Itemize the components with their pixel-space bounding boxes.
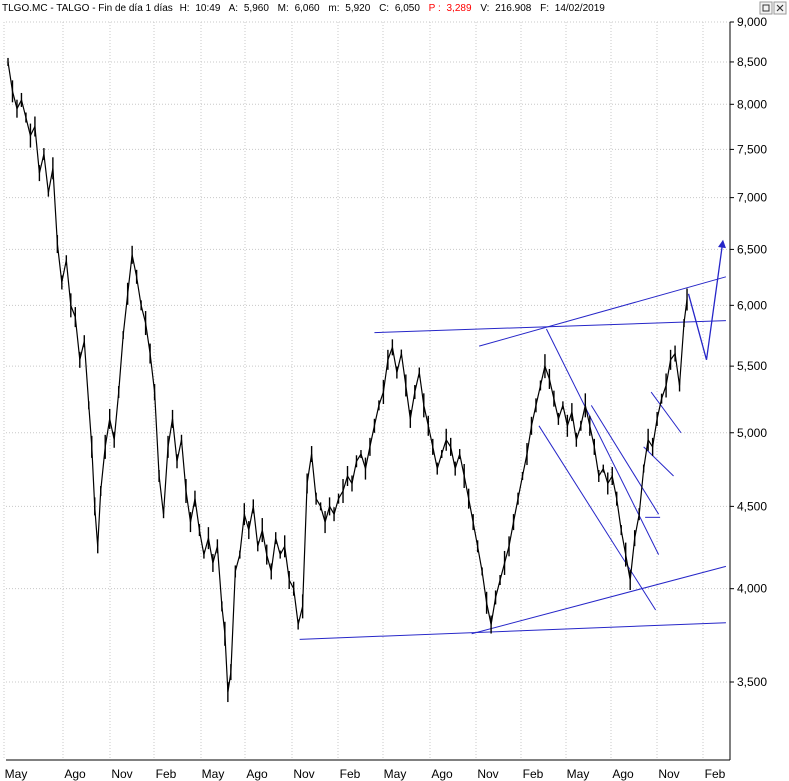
x-tick-label: Nov	[658, 767, 679, 781]
header-symbol: TLGO.MC - TALGO - Fin de día 1 días	[2, 3, 173, 14]
header-p-value: 3,289	[447, 3, 472, 14]
header-a-label: A:	[229, 3, 238, 14]
header-v-value: 216.908	[495, 3, 532, 14]
maximize-icon	[762, 4, 770, 12]
y-tick-label: 5,500	[737, 359, 767, 373]
x-tick-label: Ago	[64, 767, 86, 781]
x-tick-label: May	[384, 767, 407, 781]
header-p-label: P :	[429, 3, 441, 14]
y-tick-label: 8,000	[737, 97, 767, 111]
y-tick-label: 5,000	[737, 426, 767, 440]
projection-path	[687, 240, 724, 360]
header-h-value: 10:49	[195, 3, 220, 14]
header-c-value: 6,050	[395, 3, 420, 14]
x-tick-label: Feb	[156, 767, 177, 781]
y-tick-label: 6,500	[737, 242, 767, 256]
x-tick-label: Nov	[293, 767, 314, 781]
y-tick-label: 9,000	[737, 15, 767, 29]
y-tick-label: 7,500	[737, 142, 767, 156]
trendline	[650, 391, 682, 434]
x-tick-label: May	[202, 767, 225, 781]
y-tick-label: 8,500	[737, 55, 767, 69]
trendline	[590, 405, 660, 515]
x-tick-label: Feb	[340, 767, 361, 781]
y-tick-label: 3,500	[737, 675, 767, 689]
header-min-label: m:	[328, 3, 339, 14]
header-v-label: V:	[480, 3, 489, 14]
x-axis: May Ago Nov Feb May Ago Nov Feb May Ago Nov Feb May A…	[5, 759, 730, 781]
trendline	[471, 565, 727, 635]
x-tick-label: May	[567, 767, 590, 781]
x-tick-label: Nov	[111, 767, 132, 781]
header-m-value: 6,060	[295, 3, 320, 14]
y-tick-label: 4,500	[737, 499, 767, 513]
x-tick-label: Ago	[612, 767, 634, 781]
y-tick-label: 6,000	[737, 298, 767, 312]
y-tick-label: 7,000	[737, 191, 767, 205]
close-button[interactable]	[773, 1, 787, 15]
arrow-head-icon	[718, 239, 726, 249]
trendline	[538, 425, 657, 611]
grid	[3, 21, 730, 760]
x-tick-label: May	[5, 767, 28, 781]
header-a-value: 5,960	[244, 3, 269, 14]
maximize-button[interactable]	[759, 1, 773, 15]
x-tick-label: Feb	[523, 767, 544, 781]
header-min-value: 5,920	[345, 3, 370, 14]
trendline	[299, 622, 726, 640]
price-series	[7, 57, 688, 703]
x-tick-label: Nov	[477, 767, 498, 781]
y-tick-label: 4,000	[737, 582, 767, 596]
x-tick-label: Ago	[246, 767, 268, 781]
header-f-label: F:	[540, 3, 549, 14]
trendline	[545, 328, 660, 555]
close-icon	[776, 4, 784, 12]
trendline	[478, 276, 727, 347]
header-m-label: M:	[278, 3, 289, 14]
header-h-label: H:	[180, 3, 190, 14]
x-tick-label: Feb	[705, 767, 726, 781]
trendlines	[299, 239, 727, 640]
x-tick-label: Ago	[431, 767, 453, 781]
header-f-value: 14/02/2019	[555, 3, 605, 14]
trendline	[643, 446, 674, 477]
y-axis: 9,000 8,500 8,000 7,500 7,000 6,500 6,000 5,500…	[729, 15, 767, 760]
header-c-label: C:	[379, 3, 389, 14]
chart-header: TLGO.MC - TALGO - Fin de día 1 días H: 1…	[2, 3, 605, 14]
